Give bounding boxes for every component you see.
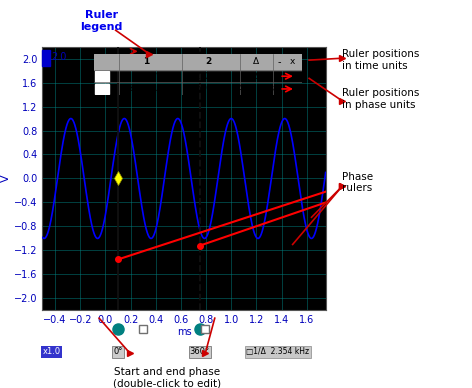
Text: x: x [290,57,295,66]
X-axis label: ms: ms [177,327,191,337]
Text: Start and end phase
(double-click to edit): Start and end phase (double-click to edi… [113,367,222,388]
Text: 325.7 μs: 325.7 μs [128,85,164,94]
Bar [95,71,109,81]
Text: Ruler positions
in time units: Ruler positions in time units [342,49,420,71]
Text: Ruler
legend: Ruler legend [80,10,123,32]
Text: x1.0: x1.0 [42,347,60,356]
Text: 750.4 μs: 750.4 μs [191,85,227,94]
Text: 424.8 μs: 424.8 μs [238,85,274,94]
Text: 2: 2 [205,57,212,66]
Text: Phase
rulers: Phase rulers [342,171,373,193]
Bar [94,54,302,69]
Y-axis label: V: V [1,175,11,182]
Text: Δ: Δ [253,57,260,66]
Text: 2.0: 2.0 [51,52,67,62]
Text: -: - [278,57,281,67]
Text: 0°: 0° [113,347,123,356]
Text: 152.9°: 152.9° [243,72,270,81]
Text: Ruler positions
in phase units: Ruler positions in phase units [342,88,420,110]
Text: 360°: 360° [190,347,210,356]
Text: 270.3°: 270.3° [194,72,223,81]
Text: 117.4°: 117.4° [132,72,160,81]
Text: □1/Δ  2.354 kHz: □1/Δ 2.354 kHz [246,347,309,356]
Text: 1: 1 [143,57,150,66]
Bar [42,50,50,66]
Bar [95,83,109,94]
